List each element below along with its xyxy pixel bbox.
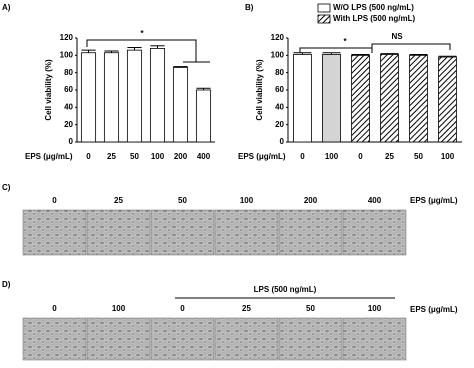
- micrograph: [342, 317, 407, 361]
- y-tick-label: 40: [64, 102, 73, 111]
- y-tick-label: 40: [275, 102, 284, 111]
- y-tick-label: 120: [60, 33, 74, 42]
- y-tick-label: 20: [64, 120, 73, 129]
- legend-label: W/O LPS (500 ng/mL): [333, 3, 414, 12]
- x-tick-label: 0: [300, 152, 305, 161]
- column-label: 400: [368, 196, 382, 205]
- y-axis-label: Cell viability (%): [255, 59, 264, 121]
- column-label: 0: [180, 304, 185, 313]
- bar: [438, 56, 457, 143]
- bar: [126, 49, 143, 143]
- panel-label: B): [245, 3, 254, 12]
- bar: [103, 52, 120, 143]
- axis-label: EPS (μg/mL): [410, 305, 458, 314]
- x-tick-label: 0: [86, 152, 91, 161]
- x-tick-label: 50: [130, 152, 139, 161]
- x-tick-label: 25: [385, 152, 394, 161]
- y-tick-label: 0: [69, 137, 74, 146]
- column-label: 25: [242, 304, 251, 313]
- column-label: 100: [240, 196, 254, 205]
- bar: [149, 48, 166, 143]
- legend-swatch: [317, 3, 331, 13]
- panel-label: C): [2, 183, 11, 192]
- x-tick-label: 200: [174, 152, 188, 161]
- micrograph: [150, 317, 215, 361]
- x-tick-label: 25: [107, 152, 116, 161]
- y-tick-label: 60: [64, 85, 73, 94]
- bar: [293, 54, 312, 143]
- micrograph: [150, 209, 215, 256]
- x-axis-label: EPS (μg/mL): [238, 152, 286, 161]
- column-label: 0: [52, 304, 57, 313]
- column-label: 50: [306, 304, 315, 313]
- y-tick-label: 80: [275, 68, 284, 77]
- annotation: *: [140, 29, 144, 38]
- bar: [80, 52, 97, 143]
- column-label: 100: [112, 304, 126, 313]
- x-tick-label: 0: [358, 152, 363, 161]
- x-tick-label: 100: [441, 152, 455, 161]
- legend-swatch: [317, 14, 331, 24]
- bar: [409, 54, 428, 143]
- panel-label: D): [2, 280, 11, 289]
- bar: [351, 54, 370, 143]
- bracket: [86, 39, 451, 63]
- column-label: 25: [114, 196, 123, 205]
- annotation: NS: [391, 32, 403, 41]
- micrograph: [22, 209, 87, 256]
- micrograph: [278, 317, 343, 361]
- x-tick-label: 100: [325, 152, 339, 161]
- micrograph: [214, 317, 279, 361]
- y-tick-label: 100: [60, 50, 74, 59]
- x-axis-label: EPS (μg/mL): [25, 152, 73, 161]
- panel-label: A): [2, 3, 11, 12]
- y-tick-label: 60: [275, 85, 284, 94]
- column-label: 0: [52, 196, 57, 205]
- y-tick-label: 20: [275, 120, 284, 129]
- bar: [322, 54, 341, 143]
- group-label: LPS (500 ng/mL): [254, 285, 317, 294]
- micrograph: [22, 317, 87, 361]
- bar: [380, 54, 399, 143]
- micrograph: [278, 209, 343, 256]
- micrograph: [342, 209, 407, 256]
- x-tick-label: 400: [197, 152, 211, 161]
- legend-label: With LPS (500 ng/mL): [333, 14, 415, 23]
- column-label: 50: [178, 196, 187, 205]
- y-tick-label: 80: [64, 68, 73, 77]
- y-tick-label: 0: [280, 137, 285, 146]
- bar: [172, 67, 189, 143]
- y-tick-label: 100: [271, 50, 285, 59]
- micrograph: [214, 209, 279, 256]
- axis-label: EPS (μg/mL): [410, 196, 458, 205]
- annotation: *: [343, 37, 347, 46]
- column-label: 200: [304, 196, 318, 205]
- x-tick-label: 100: [151, 152, 165, 161]
- y-axis-label: Cell viability (%): [44, 59, 53, 121]
- bar: [195, 89, 212, 143]
- column-label: 100: [368, 304, 382, 313]
- micrograph: [86, 317, 151, 361]
- x-tick-label: 50: [414, 152, 423, 161]
- y-tick-label: 120: [271, 33, 285, 42]
- micrograph: [86, 209, 151, 256]
